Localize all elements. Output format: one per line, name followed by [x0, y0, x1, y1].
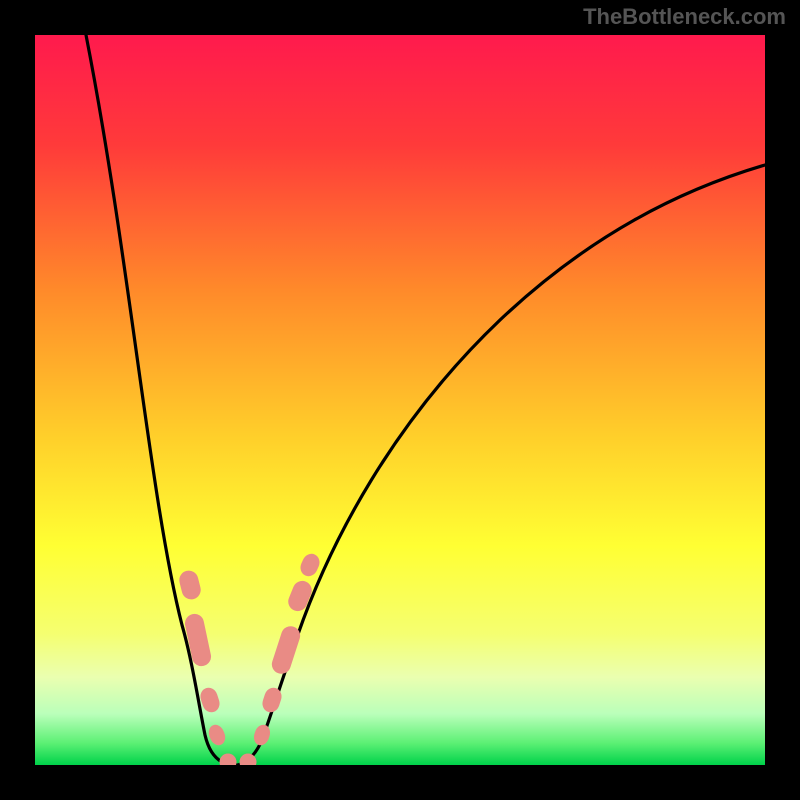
chart-svg	[0, 0, 800, 800]
watermark-text: TheBottleneck.com	[583, 4, 786, 30]
chart-frame: TheBottleneck.com	[0, 0, 800, 800]
